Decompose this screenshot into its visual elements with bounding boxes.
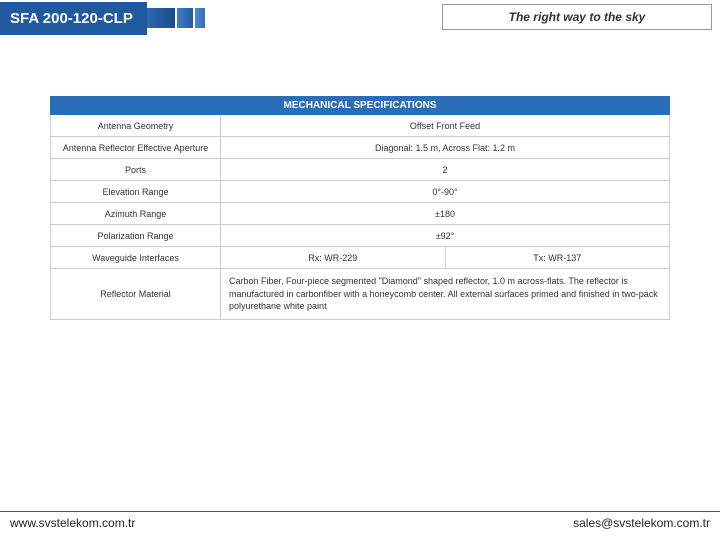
row-label: Waveguide Interfaces [51,247,221,268]
table-row-split: Waveguide Interfaces Rx: WR-229 Tx: WR-1… [50,247,670,269]
footer-email: sales@svstelekom.com.tr [573,516,710,530]
table-row: Polarization Range ±92° [50,225,670,247]
row-value: ±180 [221,203,669,224]
row-value-left: Rx: WR-229 [221,247,446,268]
spec-table: MECHANICAL SPECIFICATIONS Antenna Geomet… [50,96,670,320]
table-row: Elevation Range 0°-90° [50,181,670,203]
row-label: Ports [51,159,221,180]
page-title: SFA 200-120-CLP [0,2,147,35]
footer-url: www.svstelekom.com.tr [10,516,135,530]
tagline: The right way to the sky [442,4,712,30]
table-row-long: Reflector Material Carbon Fiber, Four-pi… [50,269,670,320]
row-value-right: Tx: WR-137 [446,247,670,268]
row-value: Diagonal: 1.5 m, Across Flat: 1.2 m [221,137,669,158]
row-label: Antenna Geometry [51,115,221,136]
row-label: Antenna Reflector Effective Aperture [51,137,221,158]
footer: www.svstelekom.com.tr sales@svstelekom.c… [0,511,720,530]
table-heading: MECHANICAL SPECIFICATIONS [50,96,670,115]
table-row: Antenna Reflector Effective Aperture Dia… [50,137,670,159]
header-ribbon [147,8,205,28]
row-value: 0°-90° [221,181,669,202]
row-value: ±92° [221,225,669,246]
table-row: Ports 2 [50,159,670,181]
row-value: 2 [221,159,669,180]
row-label: Polarization Range [51,225,221,246]
row-label: Elevation Range [51,181,221,202]
table-row: Antenna Geometry Offset Front Feed [50,115,670,137]
row-value: Offset Front Feed [221,115,669,136]
row-label: Reflector Material [51,269,221,319]
row-value-long: Carbon Fiber, Four-piece segmented "Diam… [221,269,669,319]
table-row: Azimuth Range ±180 [50,203,670,225]
row-label: Azimuth Range [51,203,221,224]
